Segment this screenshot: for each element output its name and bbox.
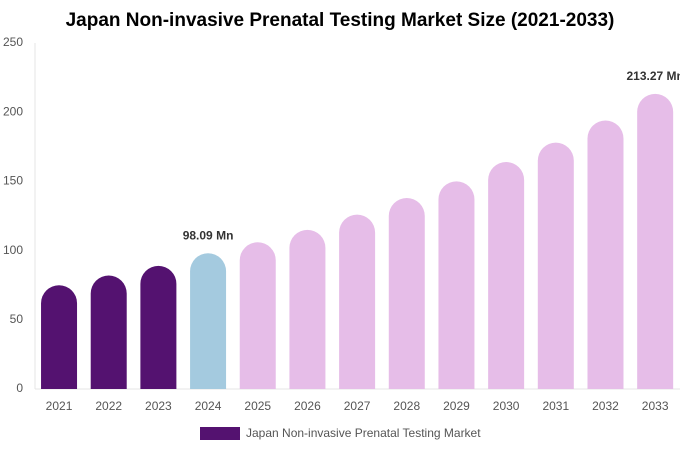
- bar: [339, 214, 376, 389]
- bar: [488, 162, 525, 389]
- bar: [90, 275, 127, 389]
- y-tick-label: 200: [3, 104, 23, 118]
- x-tick-label: 2022: [95, 399, 122, 413]
- x-tick-label: 2033: [642, 399, 669, 413]
- bar: [190, 253, 227, 389]
- x-tick-label: 2023: [145, 399, 172, 413]
- x-tick-label: 2021: [46, 399, 73, 413]
- x-tick-label: 2024: [195, 399, 222, 413]
- chart-title: Japan Non-invasive Prenatal Testing Mark…: [66, 10, 615, 31]
- bar: [388, 198, 425, 389]
- bar: [537, 142, 574, 389]
- x-tick-label: 2027: [344, 399, 371, 413]
- x-tick-label: 2028: [393, 399, 420, 413]
- legend-label: Japan Non-invasive Prenatal Testing Mark…: [246, 426, 481, 440]
- x-tick-label: 2030: [493, 399, 520, 413]
- x-tick-label: 2025: [244, 399, 271, 413]
- y-tick-label: 0: [16, 381, 23, 395]
- bar: [289, 229, 326, 389]
- bar: [438, 181, 475, 389]
- bar: [140, 265, 177, 389]
- bar: [587, 120, 624, 389]
- value-label: 98.09 Mn: [183, 228, 234, 242]
- y-tick-label: 250: [3, 35, 23, 49]
- y-tick-label: 50: [10, 312, 24, 326]
- x-tick-label: 2031: [542, 399, 569, 413]
- y-tick-label: 100: [3, 243, 23, 257]
- x-tick-label: 2029: [443, 399, 470, 413]
- bar: [239, 242, 276, 389]
- legend-swatch: [200, 427, 240, 440]
- bar: [637, 93, 674, 389]
- value-label: 213.27 Mn: [626, 69, 680, 83]
- bar: [41, 285, 78, 389]
- x-tick-label: 2026: [294, 399, 321, 413]
- y-tick-label: 150: [3, 174, 23, 188]
- x-tick-label: 2032: [592, 399, 619, 413]
